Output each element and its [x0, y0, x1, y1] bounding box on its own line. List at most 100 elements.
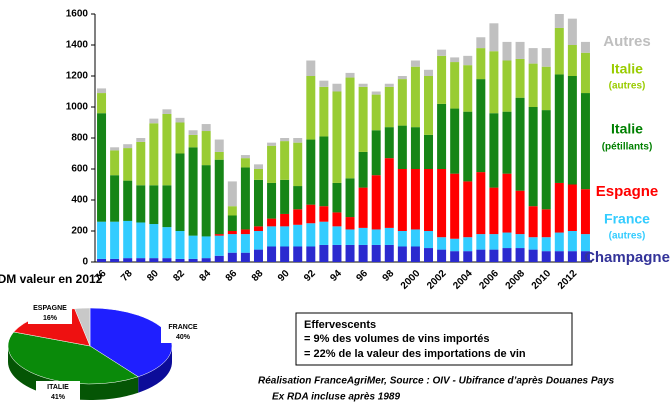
- bar-segment: [410, 229, 420, 247]
- legend-sublabel: (pétillants): [602, 142, 653, 153]
- source: Réalisation FranceAgriMer, Source : OIV …: [258, 376, 615, 387]
- bar-segment: [554, 74, 564, 183]
- bar-segment: [384, 158, 394, 228]
- bar-segment: [240, 229, 250, 235]
- bar-segment: [476, 249, 486, 262]
- x-tick-label: 80: [145, 268, 161, 284]
- bar-segment: [528, 206, 538, 238]
- bar-segment: [293, 224, 303, 247]
- bar-segment: [227, 234, 237, 253]
- bar-segment: [240, 234, 250, 253]
- pie-value-label: 41%: [51, 394, 66, 401]
- bar-segment: [463, 111, 473, 182]
- bar-segment: [253, 169, 263, 180]
- bar-segment: [528, 63, 538, 107]
- bar-segment: [554, 27, 564, 75]
- bar-segment: [463, 55, 473, 66]
- bar-segment: [580, 251, 590, 262]
- bar-segment: [554, 14, 564, 28]
- x-tick-label: 98: [381, 268, 397, 284]
- bar-segment: [162, 227, 172, 259]
- y-tick-label: 1600: [66, 9, 89, 20]
- bar-segment: [280, 138, 290, 142]
- bar-segment: [554, 232, 564, 252]
- bar-segment: [214, 151, 224, 160]
- bar-segment: [476, 48, 486, 80]
- pie-label: FRANCE: [168, 324, 197, 331]
- bar-segment: [293, 246, 303, 262]
- bar-segment: [267, 145, 277, 183]
- bar-segment: [371, 94, 381, 131]
- x-tick-label: 90: [276, 268, 292, 284]
- bar-segment: [476, 79, 486, 173]
- pie-slice: [74, 307, 91, 347]
- bar-segment: [515, 41, 525, 59]
- bar-segment: [358, 86, 368, 152]
- bar-segment: [175, 122, 185, 154]
- bar-segment: [175, 231, 185, 259]
- bar-segment: [463, 181, 473, 238]
- bar-segment: [332, 244, 342, 262]
- bar-segment: [502, 248, 512, 262]
- pie-label: ITALIE: [47, 384, 69, 391]
- pie-label: ESPAGNE: [33, 305, 67, 312]
- bar-segment: [110, 150, 120, 176]
- bar-segment: [293, 209, 303, 225]
- bar-segment: [110, 147, 120, 151]
- bar-segment: [437, 49, 447, 56]
- bar-segment: [188, 130, 198, 135]
- bar-segment: [227, 252, 237, 262]
- bar-segment: [123, 220, 133, 259]
- bar-segment: [240, 167, 250, 230]
- x-tick-label: 82: [171, 268, 187, 284]
- bar-segment: [267, 142, 277, 146]
- bar-segment: [437, 169, 447, 238]
- bar-segment: [332, 91, 342, 183]
- x-tick-label: 78: [119, 268, 135, 284]
- bar-segment: [437, 237, 447, 250]
- x-tick-label: 2002: [425, 268, 449, 292]
- bar-segment: [253, 249, 263, 262]
- x-tick-label: 2000: [399, 268, 423, 292]
- bar-segment: [580, 41, 590, 53]
- bar-segment: [214, 139, 224, 152]
- bar-segment: [397, 125, 407, 169]
- x-tick-label: 94: [328, 268, 344, 284]
- bar-segment: [188, 258, 198, 262]
- bar-segment: [227, 215, 237, 231]
- bar-segment: [397, 169, 407, 231]
- bar-segment: [201, 236, 211, 259]
- bar-segment: [240, 158, 250, 168]
- bar-segment: [332, 212, 342, 227]
- bar-segment: [397, 246, 407, 262]
- bar-segment: [450, 251, 460, 262]
- bar-segment: [227, 231, 237, 235]
- bar-segment: [306, 76, 316, 140]
- bar-segment: [267, 218, 277, 227]
- bar-segment: [554, 182, 564, 233]
- bar-segment: [214, 234, 224, 236]
- bar-segment: [424, 69, 434, 76]
- bar-segment: [384, 127, 394, 159]
- bar-segment: [567, 45, 577, 76]
- bar-segment: [371, 130, 381, 176]
- legend-label: Espagne: [596, 183, 659, 200]
- bar-segment: [306, 246, 316, 262]
- bar-segment: [345, 72, 355, 78]
- bar-segment: [567, 76, 577, 185]
- bar-segment: [424, 248, 434, 262]
- bar-segment: [240, 252, 250, 262]
- bar-segment: [201, 124, 211, 132]
- bar-segment: [502, 60, 512, 112]
- pie-title: PDM valeur en 2012: [0, 272, 103, 286]
- bar-segment: [450, 57, 460, 63]
- x-tick-label: 88: [250, 268, 266, 284]
- bar-segment: [201, 165, 211, 237]
- bar-segment: [567, 251, 577, 262]
- bar-segment: [293, 142, 303, 187]
- bar-segment: [162, 258, 172, 262]
- x-tick-label: 2012: [556, 268, 580, 292]
- bar-segment: [110, 258, 120, 262]
- note-line: = 22% de la valeur des importations de v…: [304, 348, 526, 360]
